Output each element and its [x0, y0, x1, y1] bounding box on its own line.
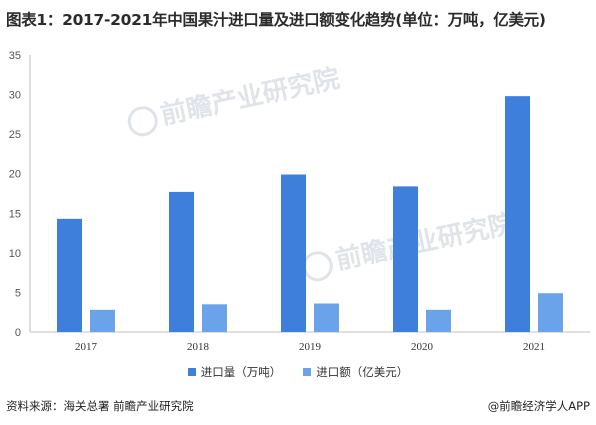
bar-import-volume — [393, 186, 418, 332]
bar-import-value — [90, 309, 115, 332]
chart-legend: 进口量（万吨） 进口额（亿美元） — [0, 364, 596, 380]
y-tick-label: 20 — [9, 169, 21, 181]
legend-swatch-import-volume — [187, 368, 196, 376]
x-tick-label: 2019 — [299, 341, 322, 353]
x-tick-label: 2017 — [75, 341, 98, 353]
bar-import-value — [426, 309, 451, 332]
bar-import-volume — [281, 174, 306, 332]
bar-import-volume — [505, 96, 530, 332]
x-tick-label: 2018 — [187, 341, 210, 353]
bar-import-value — [202, 304, 227, 332]
y-tick-label: 15 — [9, 208, 21, 220]
bar-import-value — [538, 293, 563, 332]
y-tick-label: 35 — [9, 50, 21, 62]
legend-item-import-value: 进口额（亿美元） — [303, 364, 408, 380]
chart-title: 图表1：2017-2021年中国果汁进口量及进口额变化趋势(单位：万吨，亿美元) — [6, 11, 546, 29]
y-tick-label: 0 — [15, 327, 21, 339]
legend-label-import-volume: 进口量（万吨） — [200, 365, 282, 379]
bar-import-volume — [169, 191, 194, 332]
bar-chart: 0 5 10 15 20 25 30 35 2017 2018 2019 2020 2021 — [9, 50, 590, 353]
bar-import-value — [314, 303, 339, 332]
footer: 资料来源：海关总署 前瞻产业研究院 @前瞻经济学人APP — [6, 398, 590, 414]
y-tick-label: 25 — [9, 129, 21, 141]
legend-label-import-value: 进口额（亿美元） — [316, 365, 409, 379]
y-tick-label: 5 — [15, 287, 21, 299]
y-tick-label: 10 — [9, 248, 21, 260]
x-tick-label: 2020 — [411, 341, 434, 353]
legend-item-import-volume: 进口量（万吨） — [187, 364, 282, 380]
brand-credit: @前瞻经济学人APP — [488, 398, 590, 414]
x-tick-label: 2021 — [523, 341, 545, 353]
y-tick-label: 30 — [9, 90, 21, 102]
legend-swatch-import-value — [303, 368, 312, 376]
brand-text: @前瞻经济学人APP — [487, 399, 590, 413]
bar-import-volume — [57, 218, 82, 332]
source-note: 资料来源：海关总署 前瞻产业研究院 — [6, 399, 194, 413]
